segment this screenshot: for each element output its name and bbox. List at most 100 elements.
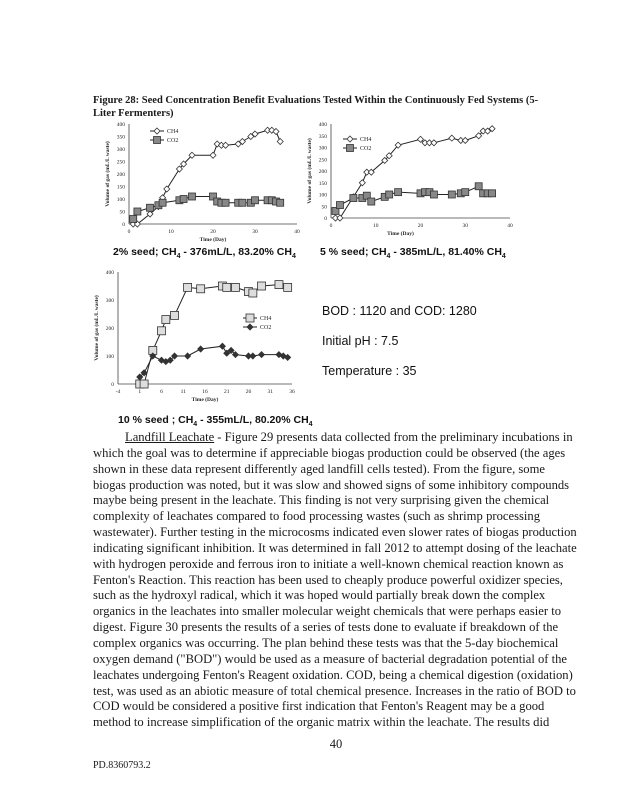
legend-label: CH4 (260, 316, 271, 322)
data-point (153, 136, 161, 144)
data-point (209, 151, 217, 159)
body-line: Landfill Leachate - Figure 29 presents d… (125, 430, 573, 444)
data-point (180, 160, 188, 168)
data-point (475, 132, 483, 140)
data-point (231, 282, 240, 292)
data-point (346, 144, 354, 152)
bod-cod-label: BOD : 1120 and COD: 1280 (322, 304, 477, 318)
x-tick-label: 31 (268, 389, 274, 395)
series-ch4 (331, 125, 496, 222)
y-tick-label: 50 (322, 204, 328, 210)
series-co2 (136, 342, 292, 381)
data-point (284, 353, 292, 361)
data-point (234, 140, 242, 148)
y-tick-label: 100 (117, 197, 126, 203)
section-heading: Landfill Leachate (125, 430, 215, 444)
y-tick-label: 300 (106, 298, 115, 304)
body-line: leachates undergoing Fenton's Reagent ox… (93, 667, 573, 682)
x-tick-label: 40 (507, 223, 513, 229)
x-axis-label: Time (Day) (192, 396, 219, 403)
y-tick-label: 400 (117, 122, 126, 128)
body-line: digest. Figure 30 presents the results o… (93, 620, 559, 635)
x-axis-label: Time (Day) (387, 230, 414, 237)
data-point (448, 134, 456, 142)
x-tick-label: 36 (289, 389, 295, 395)
y-tick-label: 250 (117, 160, 126, 166)
x-tick-label: 16 (202, 389, 208, 395)
body-line: indicating significant inhibition. It wa… (93, 540, 577, 555)
data-point (218, 342, 226, 350)
y-tick-label: 200 (117, 172, 126, 178)
data-point (209, 192, 217, 201)
data-point (222, 282, 232, 292)
y-tick-label: 150 (117, 185, 126, 191)
data-point (394, 141, 402, 149)
body-line: organics in the leachates into smaller m… (93, 604, 562, 619)
data-point (146, 210, 154, 218)
y-tick-label: 150 (319, 181, 328, 187)
data-point (251, 196, 259, 205)
x-tick-label: 1 (138, 389, 141, 395)
legend-label: CH4 (360, 137, 371, 143)
data-point (157, 326, 166, 336)
data-point (238, 198, 247, 207)
body-line: maybe being present in the leachate. Thi… (93, 493, 550, 508)
data-point (222, 141, 230, 149)
data-point (484, 127, 492, 135)
x-tick-label: 10 (373, 223, 379, 229)
y-tick-label: 350 (117, 135, 126, 141)
body-line: with hydrogen peroxide and ferrous iron … (93, 556, 564, 571)
series-ch4 (135, 280, 293, 389)
data-point (139, 379, 149, 389)
chart-2-percent-seed: 0 50 100 150 200 250 300 350 400 0 10 20 30 40 Time (D… (104, 122, 300, 243)
data-point (394, 188, 403, 197)
data-point (136, 373, 144, 381)
x-axis-label: Time (Day) (200, 236, 227, 243)
body-line: COD would be considered a positive first… (93, 699, 545, 714)
data-point (336, 201, 344, 209)
data-point (188, 151, 196, 159)
y-tick-label: 0 (324, 216, 327, 222)
x-tick-label: 26 (246, 389, 252, 395)
data-point (488, 125, 496, 133)
x-tick-label: 20 (418, 223, 424, 229)
x-tick-label: 40 (294, 229, 300, 235)
y-tick-label: 100 (106, 354, 115, 360)
y-tick-label: 200 (106, 326, 115, 332)
data-point (133, 207, 142, 216)
body-paragraph: Landfill Leachate - Figure 29 presents d… (93, 430, 577, 731)
x-tick-label: 0 (330, 223, 333, 229)
y-tick-label: 0 (122, 222, 125, 228)
data-point (223, 349, 231, 357)
data-point (276, 137, 284, 146)
y-axis-label: Volume of gas (mL/L waste) (93, 295, 100, 361)
initial-ph-label: Initial pH : 7.5 (322, 334, 399, 348)
y-axis-label: Volume of gas (mL/L waste) (104, 141, 111, 207)
data-point (385, 152, 393, 160)
data-point (221, 198, 230, 207)
data-point (149, 352, 157, 360)
data-point (430, 139, 438, 147)
data-point (272, 127, 280, 136)
series-co2 (331, 182, 497, 215)
data-point (231, 351, 240, 359)
body-line: complex organics was occurring. The plan… (93, 635, 559, 650)
data-point (331, 207, 340, 215)
data-point (248, 288, 258, 298)
document-id-footer: PD.8360793.2 (93, 760, 151, 771)
data-point (146, 203, 154, 212)
data-point (416, 135, 425, 143)
chart-subtitle-5-percent: 5 % seed; CH4 - 385mL/L, 81.40% CH4 (320, 246, 506, 261)
legend-label: CH4 (167, 129, 178, 135)
x-tick-label: 11 (181, 389, 187, 395)
x-tick-label: 10 (168, 229, 174, 235)
y-tick-label: 50 (120, 210, 126, 216)
data-point (129, 215, 138, 223)
body-line: oxygen demand ("BOD") would be used as a… (93, 651, 567, 666)
data-point (283, 282, 293, 292)
data-point (184, 352, 192, 360)
legend-label: CO2 (260, 325, 271, 331)
data-point (238, 137, 246, 146)
